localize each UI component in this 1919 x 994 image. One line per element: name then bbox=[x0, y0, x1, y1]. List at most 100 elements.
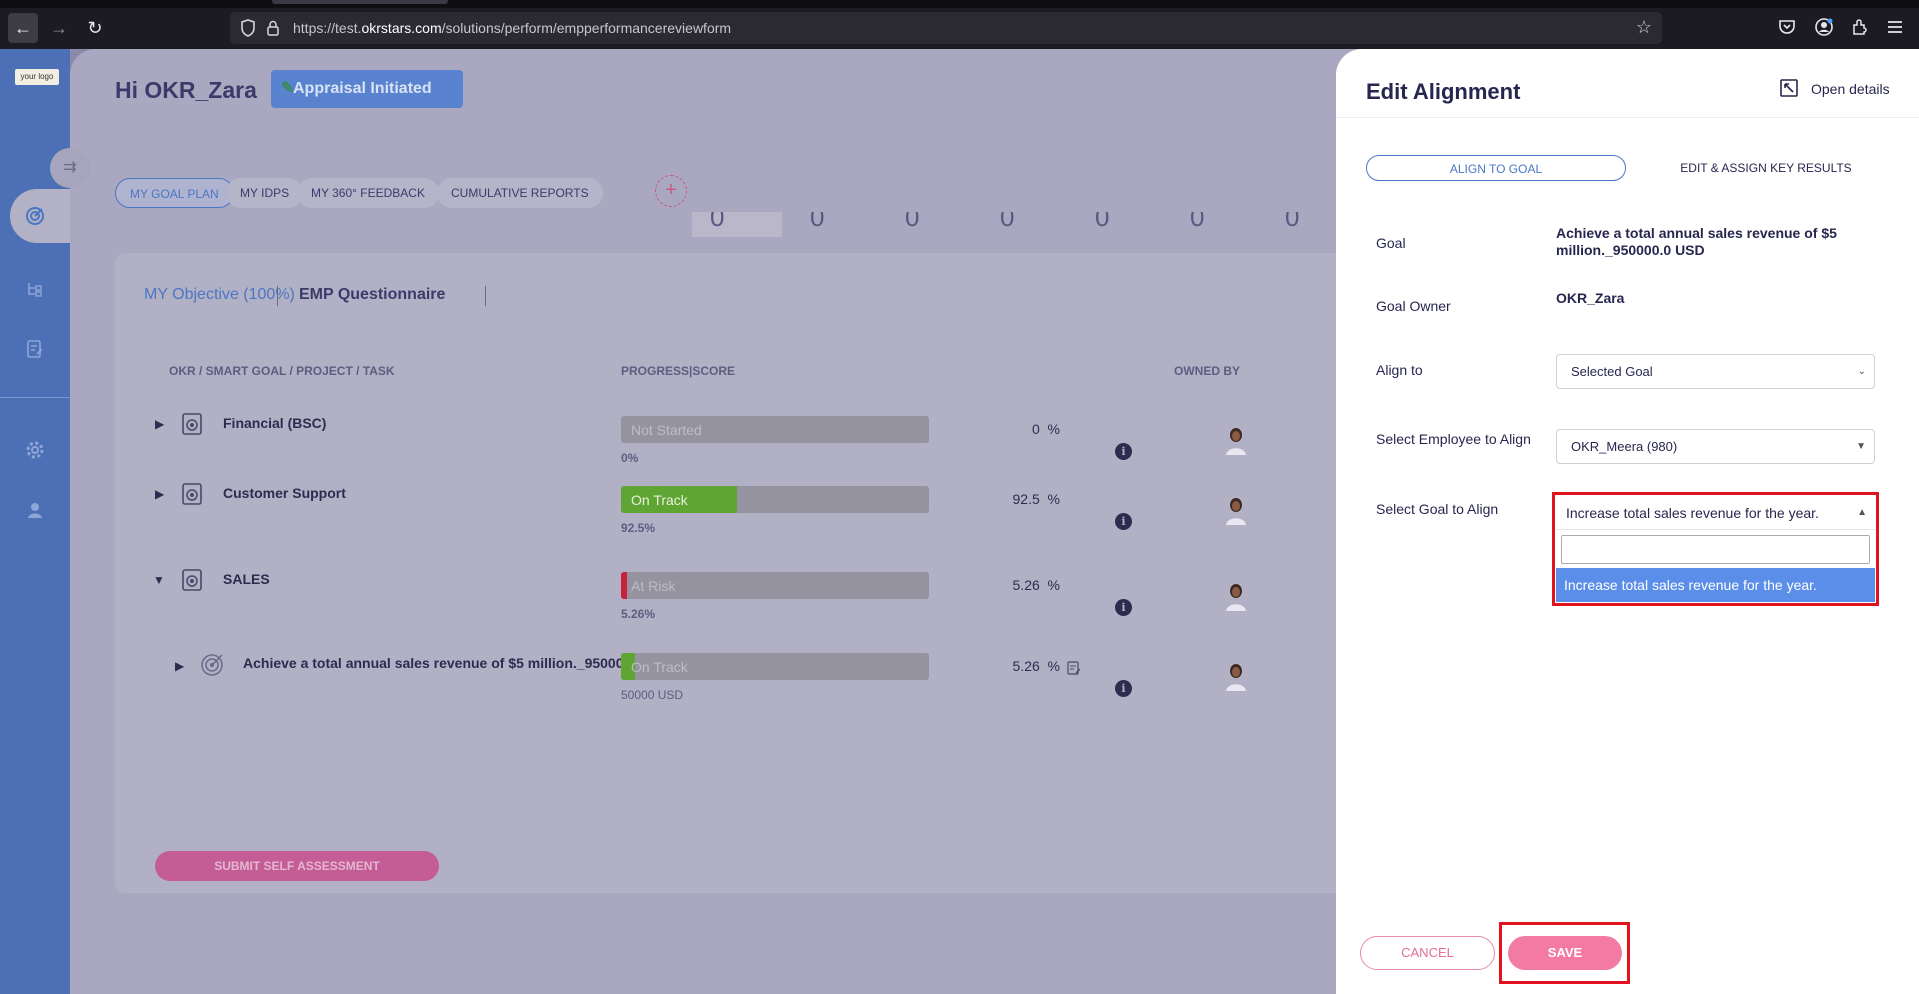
open-details-link[interactable]: Open details bbox=[1779, 79, 1890, 97]
table-row[interactable]: ▶ Financial (BSC) Not Started 0% 0 % i bbox=[115, 411, 1365, 481]
back-button[interactable]: ← bbox=[8, 13, 38, 43]
owner-avatar bbox=[1226, 428, 1246, 455]
select-goal-value: Increase total sales revenue for the yea… bbox=[1566, 505, 1819, 521]
goal-name[interactable]: Achieve a total annual sales revenue of … bbox=[243, 655, 677, 671]
score-number: 5.26 bbox=[1012, 577, 1040, 593]
left-sidebar: your logo bbox=[0, 49, 72, 994]
tab-strip bbox=[0, 0, 1919, 8]
info-icon[interactable]: i bbox=[1115, 680, 1132, 697]
tab-my-objective[interactable]: MY Objective (100%) bbox=[144, 286, 295, 303]
open-details-label: Open details bbox=[1811, 81, 1890, 97]
info-icon[interactable]: i bbox=[1115, 513, 1132, 530]
align-to-value: Selected Goal bbox=[1571, 364, 1653, 379]
owner-avatar bbox=[1226, 584, 1246, 611]
url-domain: okrstars.com bbox=[361, 20, 442, 36]
panel-title: Edit Alignment bbox=[1366, 79, 1521, 104]
stats-strip: 0 0 0 0 0 0 0 0 bbox=[610, 212, 1370, 237]
appraisal-status-button[interactable]: ✎ Appraisal Initiated bbox=[271, 70, 463, 108]
pocket-icon[interactable] bbox=[1777, 17, 1797, 37]
goal-name[interactable]: Financial (BSC) bbox=[223, 415, 327, 431]
select-goal-search-input[interactable] bbox=[1561, 535, 1870, 564]
review-form-icon[interactable] bbox=[25, 339, 45, 359]
tab-align-to-goal[interactable]: ALIGN TO GOAL bbox=[1366, 155, 1626, 181]
hierarchy-icon[interactable] bbox=[25, 280, 45, 300]
expand-caret-icon[interactable]: ▶ bbox=[175, 659, 185, 673]
score-value: 92.5 % bbox=[970, 491, 1060, 507]
expand-caret-icon[interactable]: ▶ bbox=[155, 487, 165, 501]
forward-button[interactable]: → bbox=[50, 18, 68, 38]
user-profile-icon[interactable] bbox=[25, 500, 45, 520]
tab-separator bbox=[277, 286, 278, 306]
stat-value: 0 bbox=[710, 212, 725, 232]
shield-icon bbox=[241, 19, 255, 37]
align-to-label: Align to bbox=[1376, 362, 1423, 378]
browser-tab[interactable] bbox=[272, 0, 448, 4]
info-icon[interactable]: i bbox=[1115, 443, 1132, 460]
chevron-down-icon: ⌄ bbox=[1857, 366, 1866, 377]
tab-my-goal-plan[interactable]: MY GOAL PLAN bbox=[115, 178, 234, 208]
expand-caret-icon[interactable]: ▶ bbox=[155, 417, 165, 431]
progress-status: Not Started bbox=[631, 422, 702, 438]
progress-percent: 92.5% bbox=[621, 521, 656, 535]
page-greeting: Hi OKR_Zara bbox=[115, 77, 257, 103]
caret-up-icon: ▲ bbox=[1857, 507, 1867, 518]
score-value: 5.26 % bbox=[970, 658, 1060, 674]
stat-value: 0 bbox=[1000, 212, 1015, 232]
save-button[interactable]: SAVE bbox=[1508, 936, 1622, 970]
objective-target-icon bbox=[182, 569, 202, 591]
score-value: 0 % bbox=[970, 421, 1060, 437]
settings-gear-icon[interactable] bbox=[25, 440, 45, 460]
collapse-caret-icon[interactable]: ▼ bbox=[153, 573, 165, 587]
select-goal-label: Select Goal to Align bbox=[1376, 501, 1499, 517]
account-icon[interactable] bbox=[1814, 17, 1834, 37]
table-row[interactable]: ▶ Achieve a total annual sales revenue o… bbox=[115, 653, 1365, 723]
select-employee-dropdown[interactable]: OKR_Meera (980) ▼ bbox=[1556, 429, 1875, 464]
sidebar-collapse-toggle[interactable]: ⇉ bbox=[50, 148, 90, 188]
objectives-card: MY Objective (100%) EMP Questionnaire OK… bbox=[115, 253, 1365, 893]
tab-edit-assign-key-results[interactable]: EDIT & ASSIGN KEY RESULTS bbox=[1680, 161, 1852, 175]
tab-cumulative-reports[interactable]: CUMULATIVE REPORTS bbox=[437, 178, 603, 208]
address-bar[interactable]: https://test.okrstars.com/solutions/perf… bbox=[230, 12, 1662, 44]
menu-icon[interactable] bbox=[1885, 17, 1905, 37]
url-prefix: https://test. bbox=[293, 20, 362, 36]
info-icon[interactable]: i bbox=[1115, 599, 1132, 616]
sidebar-active-indicator bbox=[10, 189, 72, 243]
extensions-icon[interactable] bbox=[1850, 17, 1870, 37]
score-number: 92.5 bbox=[1012, 491, 1040, 507]
main-content: Hi OKR_Zara ✎ Appraisal Initiated MY GOA… bbox=[70, 49, 1370, 994]
tab-my-idps[interactable]: MY IDPS bbox=[226, 178, 304, 208]
score-unit: % bbox=[1047, 421, 1060, 437]
pencil-icon: ✎ bbox=[281, 80, 295, 97]
submit-self-assessment-button[interactable]: SUBMIT SELF ASSESSMENT bbox=[155, 851, 439, 881]
align-to-select[interactable]: Selected Goal ⌄ bbox=[1556, 354, 1875, 389]
goal-owner-value: OKR_Zara bbox=[1556, 290, 1625, 306]
goal-name[interactable]: SALES bbox=[223, 571, 270, 587]
owner-avatar bbox=[1226, 664, 1246, 691]
tab-my-360-feedback[interactable]: MY 360° FEEDBACK bbox=[297, 178, 439, 208]
progress-bar: On Track bbox=[621, 486, 929, 513]
tab-separator bbox=[485, 286, 486, 306]
stat-value: 0 bbox=[810, 212, 825, 232]
dropdown-highlight-box bbox=[1552, 492, 1879, 606]
select-employee-label: Select Employee to Align bbox=[1376, 431, 1531, 447]
progress-status: At Risk bbox=[631, 578, 676, 594]
bookmark-star-icon[interactable]: ☆ bbox=[1635, 17, 1652, 37]
table-row[interactable]: ▼ SALES At Risk 5.26% 5.26 % i bbox=[115, 567, 1365, 637]
goal-name[interactable]: Customer Support bbox=[223, 485, 346, 501]
select-goal-option[interactable]: Increase total sales revenue for the yea… bbox=[1556, 568, 1875, 602]
url-text[interactable]: https://test.okrstars.com/solutions/perf… bbox=[293, 20, 731, 36]
progress-bar-fill bbox=[621, 486, 737, 513]
edit-note-icon[interactable] bbox=[1067, 661, 1081, 675]
select-goal-dropdown[interactable]: Increase total sales revenue for the yea… bbox=[1556, 496, 1875, 530]
column-header-owned-by: OWNED BY bbox=[1174, 364, 1240, 378]
progress-percent: 0% bbox=[621, 451, 639, 465]
tab-emp-questionnaire[interactable]: EMP Questionnaire bbox=[299, 286, 446, 303]
add-tab-button[interactable]: + bbox=[655, 175, 687, 207]
reload-button[interactable]: ↻ bbox=[87, 18, 103, 38]
goal-target-icon[interactable] bbox=[25, 206, 45, 226]
save-highlight-box bbox=[1499, 922, 1630, 984]
owner-avatar bbox=[1226, 498, 1246, 525]
cancel-button[interactable]: CANCEL bbox=[1360, 936, 1495, 970]
table-row[interactable]: ▶ Customer Support On Track 92.5% 92.5 %… bbox=[115, 481, 1365, 551]
progress-status: On Track bbox=[631, 659, 688, 675]
